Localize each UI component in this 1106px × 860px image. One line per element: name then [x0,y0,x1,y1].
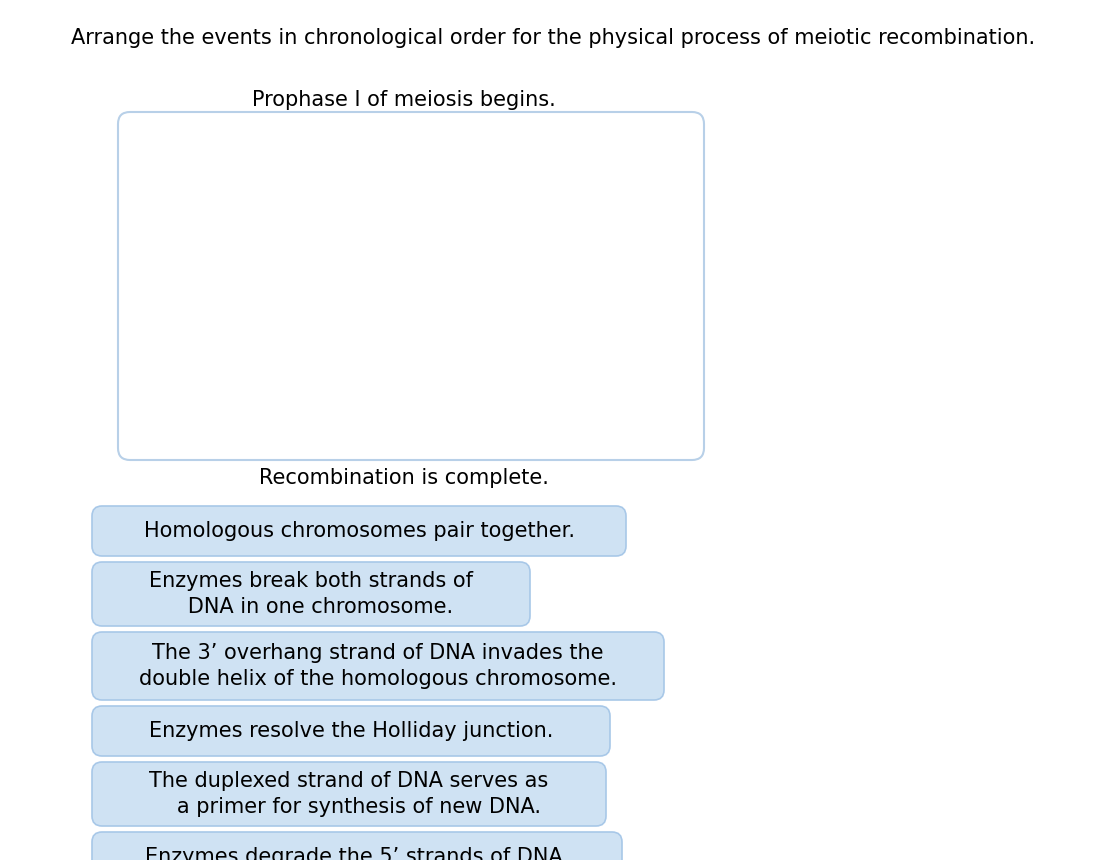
FancyBboxPatch shape [92,632,664,700]
FancyBboxPatch shape [92,562,530,626]
Text: Enzymes resolve the Holliday junction.: Enzymes resolve the Holliday junction. [149,721,553,741]
Text: Prophase I of meiosis begins.: Prophase I of meiosis begins. [252,90,555,110]
Text: Enzymes break both strands of
   DNA in one chromosome.: Enzymes break both strands of DNA in one… [149,571,473,617]
FancyBboxPatch shape [92,832,622,860]
FancyBboxPatch shape [92,706,611,756]
Text: The 3’ overhang strand of DNA invades the
double helix of the homologous chromos: The 3’ overhang strand of DNA invades th… [139,642,617,689]
Text: The duplexed strand of DNA serves as
   a primer for synthesis of new DNA.: The duplexed strand of DNA serves as a p… [149,771,549,817]
Text: Homologous chromosomes pair together.: Homologous chromosomes pair together. [144,521,574,541]
FancyBboxPatch shape [92,762,606,826]
FancyBboxPatch shape [118,112,705,460]
Text: Enzymes degrade the 5’ strands of DNA.: Enzymes degrade the 5’ strands of DNA. [145,847,568,860]
Text: Arrange the events in chronological order for the physical process of meiotic re: Arrange the events in chronological orde… [71,28,1035,48]
Text: Recombination is complete.: Recombination is complete. [259,468,549,488]
FancyBboxPatch shape [92,506,626,556]
